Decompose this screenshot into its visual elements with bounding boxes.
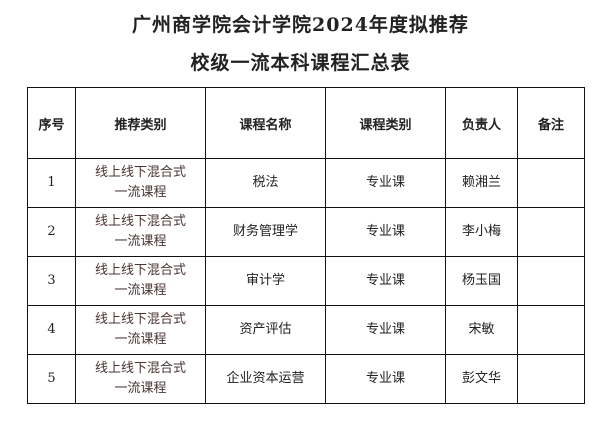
cell-category: 线上线下混合式 一流课程 <box>75 354 206 404</box>
cell-category: 线上线下混合式 一流课程 <box>75 207 206 257</box>
category-line-2: 一流课程 <box>114 332 167 347</box>
category-line-2: 一流课程 <box>114 185 167 200</box>
cell-type: 专业课 <box>325 207 446 257</box>
table-row: 1 线上线下混合式 一流课程 税法 专业课 赖湘兰 <box>27 158 585 208</box>
category-line-1: 线上线下混合式 <box>94 165 186 180</box>
cell-no: 5 <box>27 354 76 404</box>
category-line-1: 线上线下混合式 <box>94 361 186 376</box>
table-row: 4 线上线下混合式 一流课程 资产评估 专业课 宋敏 <box>27 305 585 355</box>
table-row: 3 线上线下混合式 一流课程 审计学 专业课 杨玉国 <box>27 256 585 306</box>
header-type: 课程类别 <box>325 87 446 159</box>
course-table: 序号 推荐类别 课程名称 课程类别 负责人 备注 1 线上线下混合式 一流课程 税… <box>27 87 585 404</box>
table-row: 5 线上线下混合式 一流课程 企业资本运营 专业课 彭文华 <box>27 354 585 404</box>
cell-course: 审计学 <box>205 256 326 306</box>
category-line-1: 线上线下混合式 <box>94 312 186 327</box>
header-owner: 负责人 <box>445 87 518 159</box>
cell-note <box>517 256 585 306</box>
cell-no: 2 <box>27 207 76 257</box>
category-line-1: 线上线下混合式 <box>94 263 186 278</box>
cell-course: 企业资本运营 <box>205 354 326 404</box>
header-no: 序号 <box>27 87 76 159</box>
header-note: 备注 <box>517 87 585 159</box>
category-line-2: 一流课程 <box>114 283 167 298</box>
category-line-2: 一流课程 <box>114 381 167 396</box>
cell-type: 专业课 <box>325 256 446 306</box>
category-line-2: 一流课程 <box>114 234 167 249</box>
cell-owner: 赖湘兰 <box>445 158 518 208</box>
cell-type: 专业课 <box>325 354 446 404</box>
cell-note <box>517 354 585 404</box>
cell-owner: 彭文华 <box>445 354 518 404</box>
cell-no: 4 <box>27 305 76 355</box>
cell-course: 税法 <box>205 158 326 208</box>
header-course: 课程名称 <box>205 87 326 159</box>
cell-no: 3 <box>27 256 76 306</box>
table-row: 2 线上线下混合式 一流课程 财务管理学 专业课 李小梅 <box>27 207 585 257</box>
cell-no: 1 <box>27 158 76 208</box>
cell-category: 线上线下混合式 一流课程 <box>75 256 206 306</box>
cell-note <box>517 207 585 257</box>
cell-type: 专业课 <box>325 158 446 208</box>
cell-owner: 宋敏 <box>445 305 518 355</box>
cell-note <box>517 158 585 208</box>
header-category: 推荐类别 <box>75 87 206 159</box>
cell-course: 财务管理学 <box>205 207 326 257</box>
category-line-1: 线上线下混合式 <box>94 214 186 229</box>
title-line-2: 校级一流本科课程汇总表 <box>190 52 411 74</box>
table-header-row: 序号 推荐类别 课程名称 课程类别 负责人 备注 <box>27 87 585 159</box>
cell-course: 资产评估 <box>205 305 326 355</box>
cell-note <box>517 305 585 355</box>
cell-category: 线上线下混合式 一流课程 <box>75 305 206 355</box>
cell-type: 专业课 <box>325 305 446 355</box>
cell-category: 线上线下混合式 一流课程 <box>75 158 206 208</box>
title-line-1: 广州商学院会计学院2024年度拟推荐 <box>132 14 469 36</box>
cell-owner: 李小梅 <box>445 207 518 257</box>
cell-owner: 杨玉国 <box>445 256 518 306</box>
